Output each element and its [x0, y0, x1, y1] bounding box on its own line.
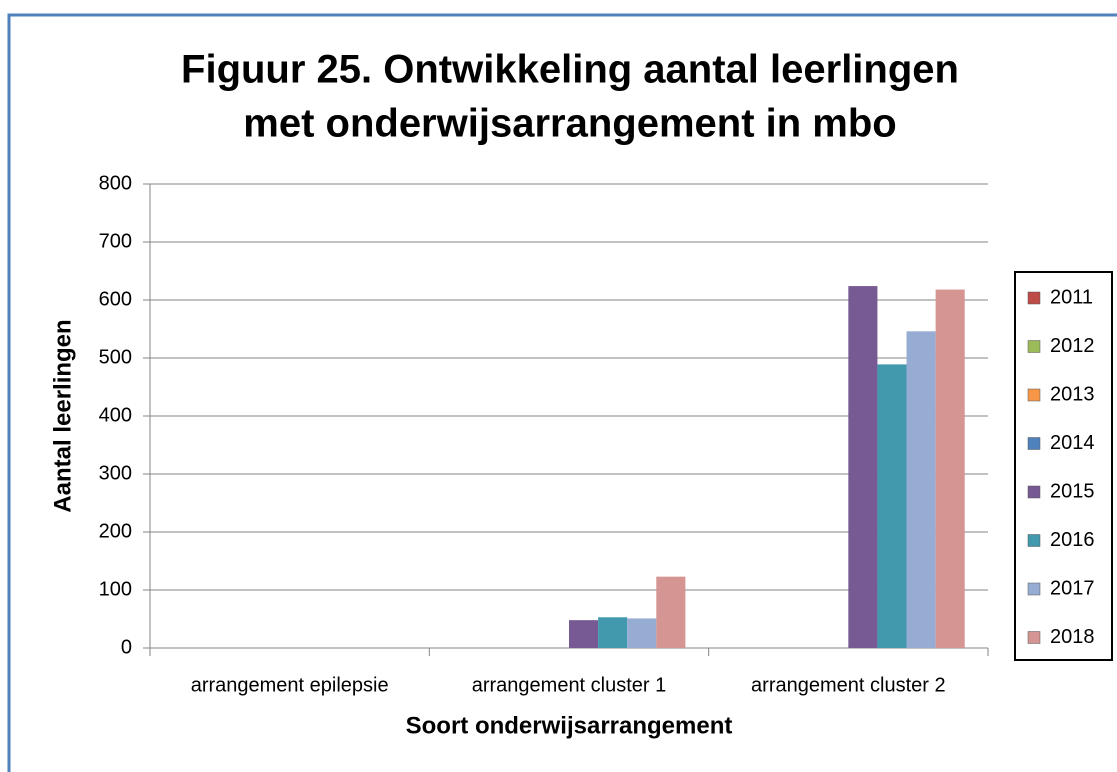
bar	[935, 289, 965, 648]
legend-swatch	[1027, 388, 1041, 402]
y-tick-label: 300	[99, 462, 132, 484]
legend	[1014, 271, 1113, 661]
legend-label: 2016	[1050, 529, 1095, 551]
legend-label: 2017	[1050, 577, 1095, 599]
bar	[656, 576, 686, 648]
legend-swatch	[1027, 291, 1041, 305]
y-tick-label: 600	[99, 288, 132, 310]
legend-label: 2012	[1050, 335, 1095, 357]
chart-title: Figuur 25. Ontwikkeling aantal leerlinge…	[181, 48, 959, 92]
legend-swatch	[1027, 582, 1041, 596]
legend-swatch	[1027, 437, 1041, 450]
y-tick-label: 500	[99, 346, 132, 368]
x-tick-label: arrangement cluster 2	[751, 674, 946, 696]
y-tick-label: 0	[121, 636, 132, 658]
legend-label: 2011	[1050, 286, 1093, 308]
y-tick-label: 700	[99, 230, 132, 252]
bar	[569, 620, 599, 648]
legend-label: 2015	[1050, 480, 1095, 502]
bar	[627, 618, 657, 648]
legend-swatch	[1027, 485, 1041, 499]
y-axis-label: Aantal leerlingen	[49, 319, 76, 512]
y-tick-label: 800	[99, 172, 132, 194]
legend-swatch	[1027, 534, 1041, 547]
bar	[598, 617, 628, 648]
bar	[877, 364, 907, 648]
y-tick-label: 100	[99, 578, 132, 600]
legend-label: 2018	[1050, 626, 1095, 648]
legend-swatch	[1027, 631, 1041, 644]
x-axis-label: Soort onderwijsarrangement	[406, 712, 733, 739]
bar	[848, 286, 878, 648]
y-tick-label: 200	[99, 520, 132, 542]
x-tick-label: arrangement cluster 1	[472, 674, 667, 696]
legend-swatch	[1027, 340, 1041, 353]
legend-label: 2013	[1050, 383, 1095, 405]
y-tick-label: 400	[99, 404, 132, 426]
bar	[906, 331, 936, 648]
x-tick-label: arrangement epilepsie	[191, 674, 389, 696]
legend-label: 2014	[1050, 432, 1095, 454]
chart-title: met onderwijsarrangement in mbo	[243, 102, 896, 146]
